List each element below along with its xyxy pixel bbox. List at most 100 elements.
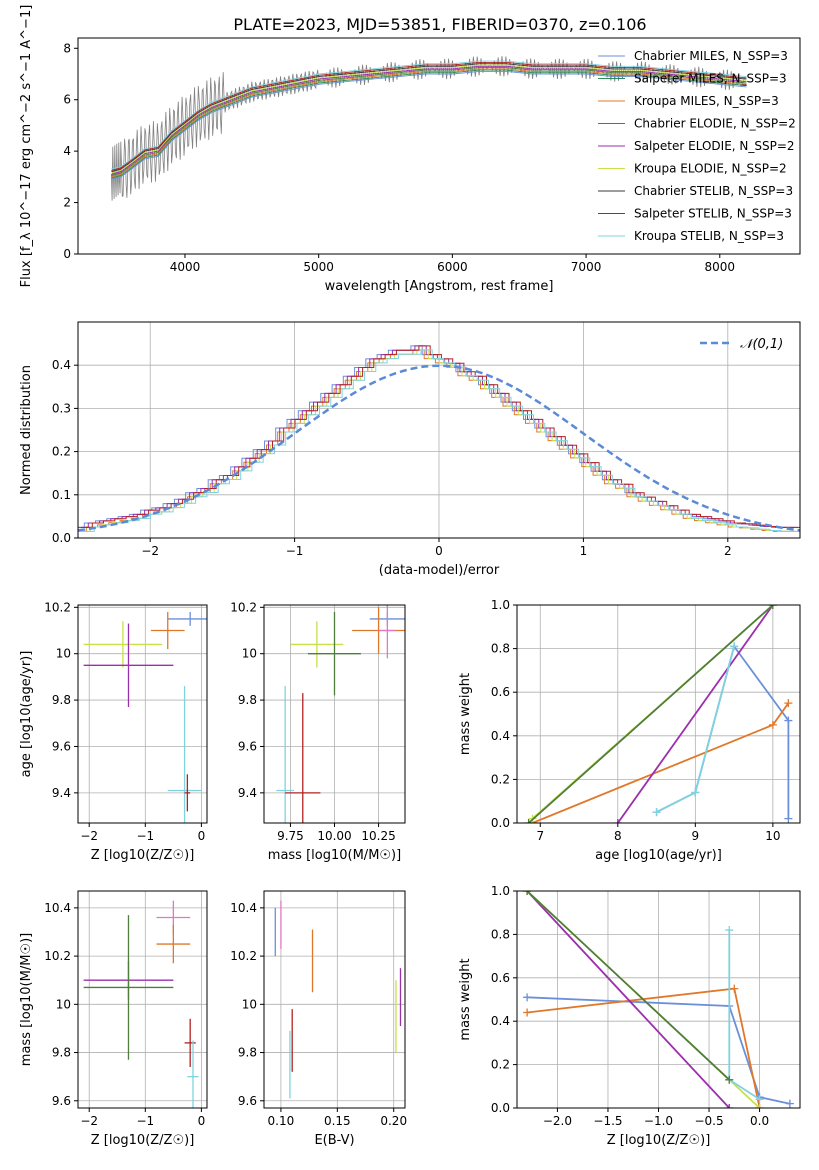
y-tick-label: 10: [242, 997, 257, 1011]
y-tick-label: 0: [63, 247, 71, 261]
y-tick-label: 10: [56, 647, 71, 661]
y-tick-label: 0.2: [491, 772, 510, 786]
x-tick-label: 0: [198, 1114, 206, 1128]
x-tick-label: 10.00: [317, 829, 351, 843]
legend-entry: Salpeter MILES, N_SSP=3: [634, 72, 787, 86]
panel-mass_weight_vs_age: 7 8 9 10 0.0 0.2 0.4 0.6 0.8 1.0 age [log10(age/yr…: [458, 598, 801, 863]
x-tick-label: 5000: [303, 260, 334, 274]
histogram-step-line: [81, 345, 800, 528]
x-tick-label: −1: [286, 544, 304, 558]
model-spectrum-line: [111, 61, 747, 171]
y-tick-label: 9.6: [52, 1094, 71, 1108]
weight-marker: [524, 819, 533, 823]
x-tick-label: 1: [580, 544, 588, 558]
y-tick-label: 10: [242, 647, 257, 661]
x-tick-label: −2.0: [543, 1114, 572, 1128]
panel-mass_weight_vs_Z: −2.0 −1.5 −1.0 −0.5 0.0 0.0 0.2 0.4 0.6 0.8 1.0 Z […: [458, 884, 801, 1148]
y-axis-label: mass [log10(M/M☉)]: [19, 933, 34, 1066]
panel-spectrum: 4000 5000 6000 7000 8000 0 2 4 6 8 wavelength [Ang…: [19, 5, 801, 294]
x-tick-label: 7: [536, 829, 544, 843]
legend: Chabrier MILES, N_SSP=3 Salpeter MILES, N…: [598, 49, 796, 243]
x-tick-label: 7000: [571, 260, 602, 274]
x-tick-label: −1.5: [593, 1114, 622, 1128]
plot-area-mass_weight_vs_age: [524, 605, 793, 823]
x-tick-label: −2: [80, 1114, 98, 1128]
weight-marker: [691, 788, 700, 797]
panel-age_vs_Z: −2 −1 0 9.4 9.6 9.8 10 10.2 Z [log10(Z/Z☉)] age […: [19, 600, 208, 863]
y-tick-label: 9.6: [238, 1094, 257, 1108]
axes-frame: [77, 890, 208, 1109]
plot-area-age_vs_mass: [276, 605, 405, 823]
model-spectrum-line: [111, 60, 747, 170]
model-spectrum-line: [111, 70, 747, 180]
y-tick-label: 10.2: [44, 600, 71, 614]
x-axis-label: Z [log10(Z/Z☉)]: [607, 1133, 711, 1148]
axes-frame: [77, 604, 208, 824]
x-tick-label: 10.25: [361, 829, 395, 843]
y-tick-label: 9.6: [52, 739, 71, 753]
y-tick-label: 0.0: [491, 816, 510, 830]
model-spectrum-line: [111, 64, 747, 174]
y-tick-label: 10.4: [44, 901, 71, 915]
y-axis-label: Flux [f_λ 10^−17 erg cm^−2 s^−1 A^−1]: [19, 5, 34, 288]
axes-frame: [516, 604, 801, 824]
y-axis-label: mass weight: [458, 673, 473, 755]
plot-area-residuals: [78, 345, 800, 532]
weight-line: [728, 930, 761, 1101]
y-axis-label: age [log10(age/yr)]: [19, 651, 34, 778]
weight-marker: [768, 605, 777, 609]
y-tick-label: 0.1: [52, 488, 71, 502]
y-tick-label: 0.2: [52, 445, 71, 459]
y-tick-label: 0.8: [491, 642, 510, 656]
x-tick-label: 4000: [170, 260, 201, 274]
model-spectrum-line: [111, 63, 747, 173]
weight-marker: [785, 1099, 794, 1108]
y-tick-label: 9.4: [238, 786, 257, 800]
x-axis-label: Z [log10(Z/Z☉)]: [91, 1133, 195, 1148]
weight-line: [526, 891, 730, 1108]
y-tick-label: 0.4: [491, 1014, 510, 1028]
y-tick-label: 8: [63, 41, 71, 55]
legend-entry: Salpeter ELODIE, N_SSP=2: [634, 139, 795, 153]
weight-marker: [725, 1104, 734, 1108]
legend-entry: Kroupa ELODIE, N_SSP=2: [634, 162, 787, 176]
y-axis-label: Normed distribution: [19, 365, 34, 495]
weight-marker: [725, 926, 734, 935]
model-spectrum-line: [111, 65, 747, 175]
y-tick-label: 9.8: [52, 1046, 71, 1060]
y-tick-label: 10: [56, 997, 71, 1011]
weight-marker: [613, 819, 622, 823]
y-tick-label: 1.0: [491, 598, 510, 612]
weight-marker: [784, 699, 793, 708]
weight-line: [617, 605, 774, 823]
y-tick-label: 0.0: [491, 1101, 510, 1115]
y-tick-label: 6: [63, 93, 71, 107]
histogram-step-line: [78, 349, 796, 532]
weight-marker: [755, 1104, 764, 1108]
weight-marker: [725, 1075, 734, 1084]
x-axis-label: E(B-V): [314, 1133, 354, 1148]
legend-entry: Chabrier MILES, N_SSP=3: [634, 49, 788, 63]
x-tick-label: −1.0: [644, 1114, 673, 1128]
weight-marker: [652, 808, 661, 817]
x-tick-label: −1: [136, 1114, 154, 1128]
y-tick-label: 0.2: [491, 1058, 510, 1072]
y-tick-label: 2: [63, 196, 71, 210]
plot-area-mass_weight_vs_Z: [523, 891, 794, 1108]
panel-residuals: −2 −1 0 1 2 0.0 0.1 0.2 0.3 0.4 (data-model)/error…: [19, 321, 801, 578]
x-tick-label: −2: [141, 544, 159, 558]
x-tick-label: −0.5: [694, 1114, 723, 1128]
y-axis-label: mass weight: [458, 958, 473, 1040]
x-tick-label: 0: [198, 829, 206, 843]
x-tick-label: 8: [614, 829, 622, 843]
legend-entry: Chabrier ELODIE, N_SSP=2: [634, 117, 796, 131]
x-axis-label: age [log10(age/yr)]: [595, 848, 722, 863]
x-tick-label: 2: [724, 544, 732, 558]
y-tick-label: 0.0: [52, 531, 71, 545]
x-tick-label: 6000: [437, 260, 468, 274]
x-tick-label: 0: [435, 544, 443, 558]
legend-entry: Chabrier STELIB, N_SSP=3: [634, 184, 793, 198]
y-tick-label: 0.6: [491, 971, 510, 985]
weight-line: [656, 644, 790, 819]
x-axis-label: wavelength [Angstrom, rest frame]: [325, 279, 554, 294]
